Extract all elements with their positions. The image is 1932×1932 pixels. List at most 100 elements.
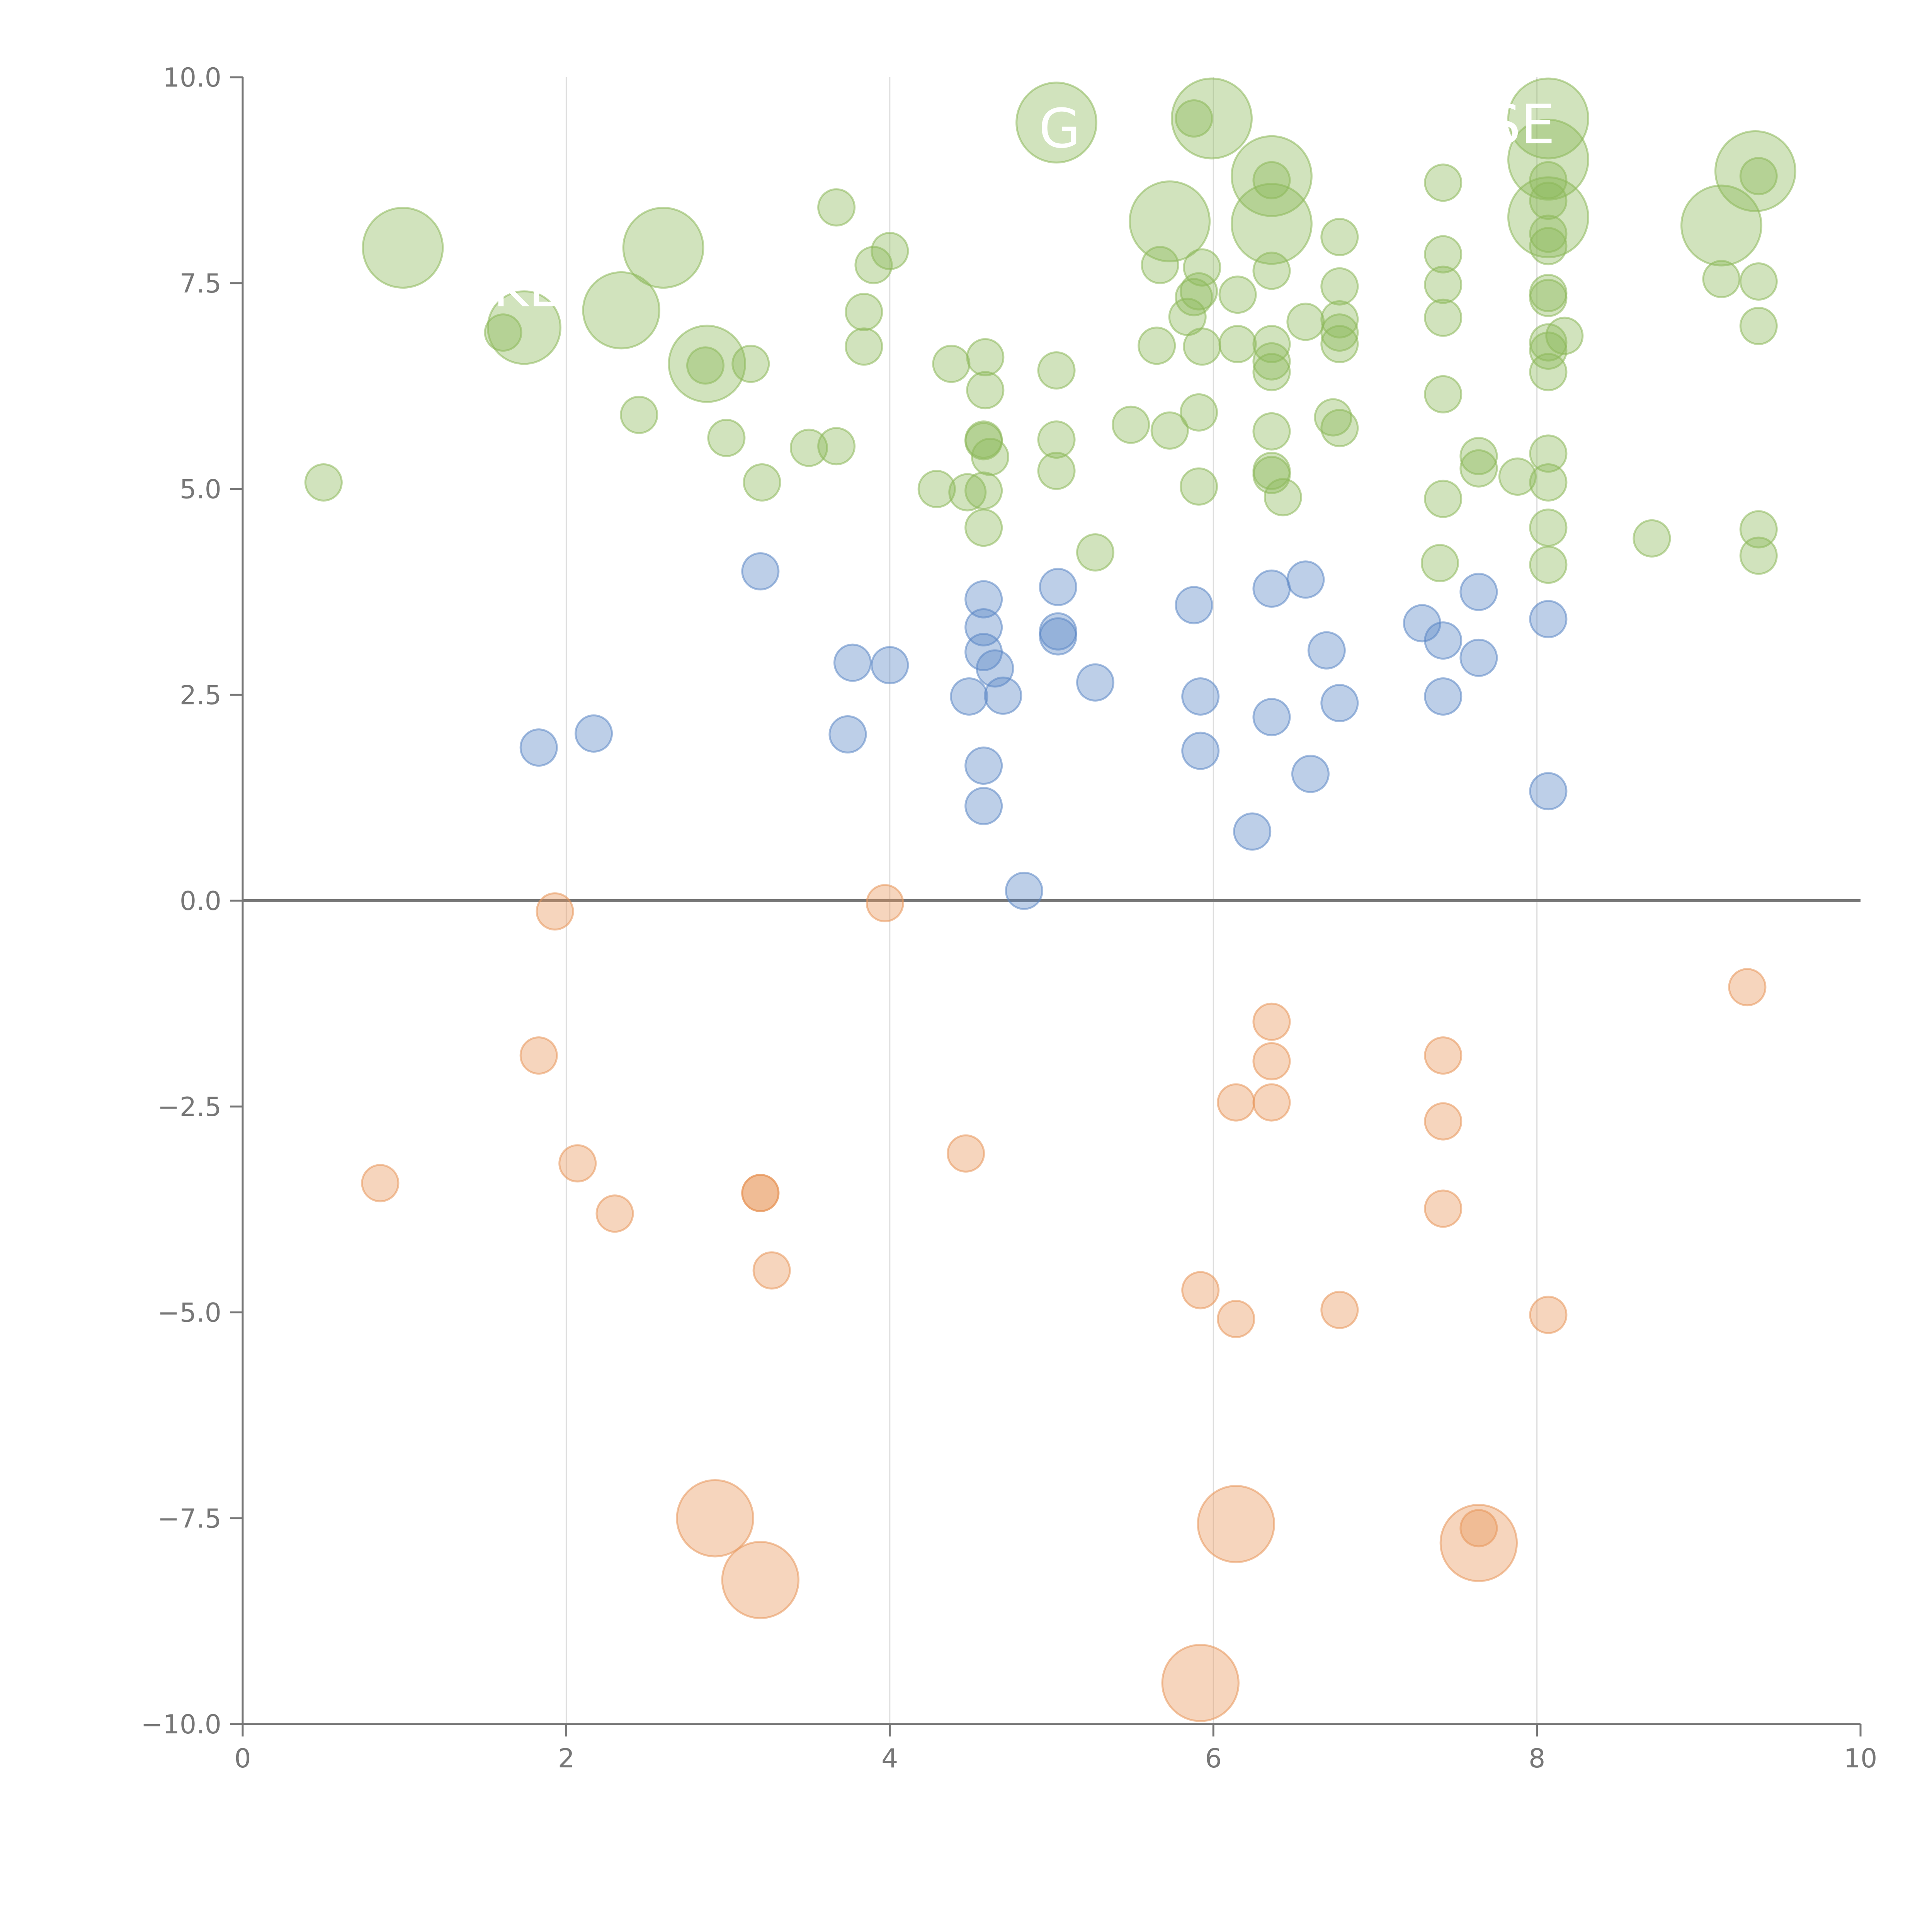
green-point	[964, 471, 1003, 510]
green-point	[1739, 262, 1778, 301]
green-point	[1420, 544, 1459, 582]
y-tick-label: 5.0	[180, 474, 221, 505]
green-point	[1507, 176, 1589, 259]
green-point	[731, 345, 770, 383]
green-point	[743, 463, 781, 502]
blue-point	[1181, 677, 1220, 716]
orange-point	[866, 884, 904, 922]
green-point	[668, 325, 746, 403]
data-points	[304, 77, 1796, 1722]
blue-point	[828, 715, 867, 754]
blue-point	[1233, 812, 1272, 851]
green-point	[362, 207, 444, 289]
green-point	[1171, 77, 1253, 160]
green-point	[1286, 303, 1325, 341]
orange-point	[676, 1479, 754, 1558]
orange-point	[361, 1164, 400, 1202]
green-point	[1112, 405, 1150, 444]
y-tick-label: −5.0	[158, 1298, 221, 1328]
orange-point	[1459, 1509, 1498, 1548]
orange-point	[947, 1134, 985, 1173]
green-point	[1320, 313, 1359, 352]
green-point	[620, 396, 658, 434]
y-tick-label: −7.5	[158, 1503, 221, 1534]
x-tick-label: 6	[1205, 1743, 1222, 1774]
orange-point	[558, 1144, 597, 1183]
green-point	[1037, 452, 1076, 490]
green-point	[1739, 510, 1778, 549]
blue-point	[1286, 560, 1325, 599]
green-point	[854, 246, 893, 284]
green-point	[1424, 298, 1463, 337]
green-point	[1180, 393, 1218, 432]
green-point	[964, 509, 1003, 547]
x-tick-label: 10	[1844, 1743, 1878, 1774]
orange-point	[595, 1194, 634, 1233]
green-point	[1252, 161, 1291, 199]
blue-point	[1529, 600, 1568, 638]
orange-point	[1217, 1083, 1255, 1122]
green-point	[1498, 457, 1537, 496]
blue-point	[1252, 569, 1291, 608]
x-tick-label: 2	[558, 1743, 575, 1774]
green-point	[1252, 412, 1291, 451]
green-point	[487, 290, 562, 365]
green-point	[1529, 161, 1568, 199]
point-labels: KL G SE	[493, 93, 1555, 319]
blue-point	[1307, 631, 1346, 670]
green-point	[1680, 184, 1762, 267]
green-point	[1129, 180, 1211, 262]
green-point	[1424, 375, 1463, 413]
green-point	[845, 327, 883, 366]
orange-point	[536, 892, 574, 931]
green-point	[1507, 119, 1589, 201]
y-tick-label: 7.5	[180, 269, 221, 299]
orange-point	[1252, 1002, 1291, 1041]
green-point	[1037, 351, 1076, 390]
green-point	[1231, 135, 1313, 217]
green-point	[1529, 434, 1568, 473]
green-point	[1015, 82, 1097, 164]
green-point	[1252, 252, 1291, 290]
green-point	[1180, 272, 1218, 311]
blue-point	[1175, 586, 1213, 624]
green-point	[304, 463, 343, 502]
y-tick-label: 2.5	[180, 680, 221, 711]
blue-point	[1424, 677, 1463, 716]
blue-point	[964, 747, 1003, 785]
orange-point	[1728, 968, 1767, 1007]
green-point	[1529, 331, 1568, 370]
orange-point	[721, 1541, 800, 1619]
green-point	[1264, 478, 1302, 517]
green-point	[1320, 218, 1359, 256]
green-point	[484, 313, 522, 352]
green-point	[1739, 536, 1778, 575]
green-point	[1529, 353, 1568, 391]
green-point	[1175, 278, 1213, 316]
green-point	[1252, 342, 1291, 381]
green-point	[1714, 130, 1796, 212]
orange-point	[1424, 1189, 1463, 1228]
green-point	[1180, 467, 1218, 506]
green-point	[966, 371, 1005, 410]
green-point	[964, 422, 1003, 461]
green-point	[1529, 182, 1568, 220]
green-point	[1529, 546, 1568, 584]
blue-point	[964, 580, 1003, 619]
blue-point	[950, 677, 988, 716]
green-point	[1320, 267, 1359, 306]
green-point	[1424, 163, 1463, 202]
y-tick-label: 0.0	[180, 886, 221, 917]
blue-point	[833, 643, 872, 682]
green-point	[871, 232, 909, 270]
orange-point	[1161, 1644, 1240, 1722]
orange-point	[1424, 1102, 1463, 1141]
green-point	[582, 271, 660, 350]
green-point	[1529, 463, 1568, 502]
green-point	[966, 338, 1005, 377]
blue-point	[871, 646, 909, 685]
green-point	[971, 437, 1009, 476]
green-point	[1183, 248, 1221, 287]
y-tick-label: 10.0	[163, 63, 221, 93]
green-point	[917, 470, 956, 508]
